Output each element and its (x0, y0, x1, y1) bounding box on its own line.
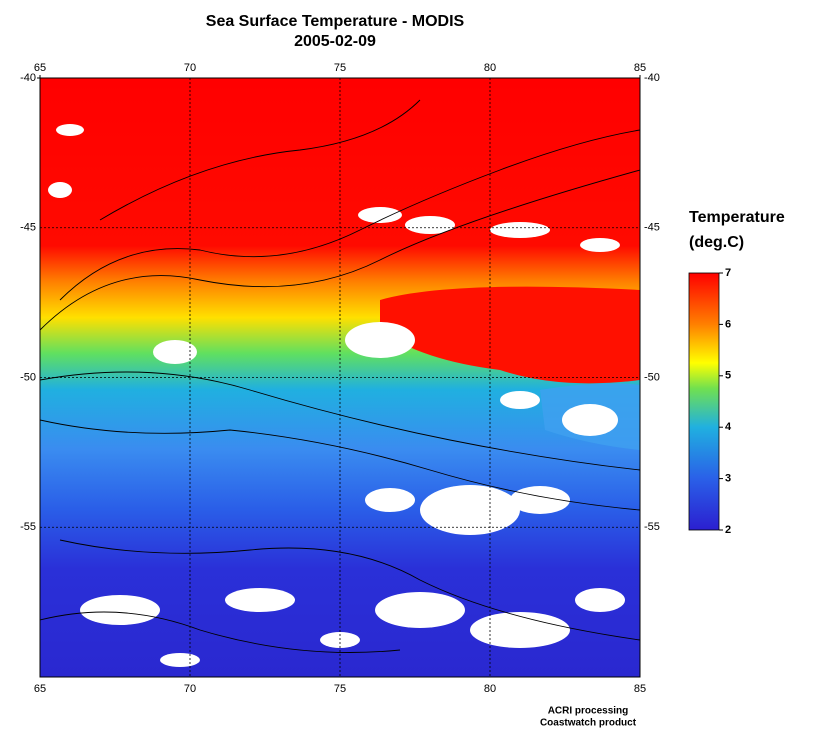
x-tick-label: 85 (634, 683, 646, 695)
colorbar-tick-label: 4 (725, 421, 732, 433)
colorbar-tick-label: 3 (725, 473, 731, 485)
x-tick-label: 85 (634, 62, 646, 74)
colorbar-title: (deg.C) (689, 234, 744, 251)
colorbar-title: Temperature (689, 209, 785, 226)
y-tick-label: -50 (644, 371, 660, 383)
colorbar (688, 272, 720, 531)
x-tick-label: 80 (484, 62, 496, 74)
colorbar-tick-label: 5 (725, 370, 731, 382)
y-tick-label: -45 (20, 222, 36, 234)
x-tick-label: 65 (34, 62, 46, 74)
map-subtitle: 2005-02-09 (294, 33, 376, 50)
credit: ACRI processing (548, 706, 629, 717)
x-tick-label: 70 (184, 62, 196, 74)
map-title: Sea Surface Temperature - MODIS (206, 13, 465, 30)
colorbar-tick-label: 2 (725, 524, 731, 536)
y-tick-label: -40 (644, 72, 660, 84)
y-tick-label: -50 (20, 371, 36, 383)
x-tick-label: 75 (334, 62, 346, 74)
y-tick-label: -40 (20, 72, 36, 84)
y-tick-label: -55 (644, 521, 660, 533)
y-tick-label: -55 (20, 521, 36, 533)
y-tick-label: -45 (644, 222, 660, 234)
x-tick-label: 65 (34, 683, 46, 695)
colorbar-tick-label: 6 (725, 318, 731, 330)
x-tick-label: 75 (334, 683, 346, 695)
credit: Coastwatch product (540, 718, 637, 729)
x-tick-label: 70 (184, 683, 196, 695)
x-tick-label: 80 (484, 683, 496, 695)
colorbar-tick-label: 7 (725, 267, 731, 279)
